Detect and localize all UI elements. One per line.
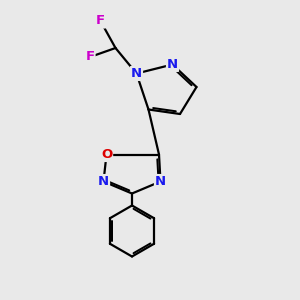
Text: F: F [85, 50, 94, 64]
Text: N: N [155, 175, 166, 188]
Text: N: N [98, 175, 109, 188]
Text: O: O [101, 148, 112, 161]
Text: F: F [96, 14, 105, 28]
Text: N: N [167, 58, 178, 71]
Text: N: N [131, 67, 142, 80]
